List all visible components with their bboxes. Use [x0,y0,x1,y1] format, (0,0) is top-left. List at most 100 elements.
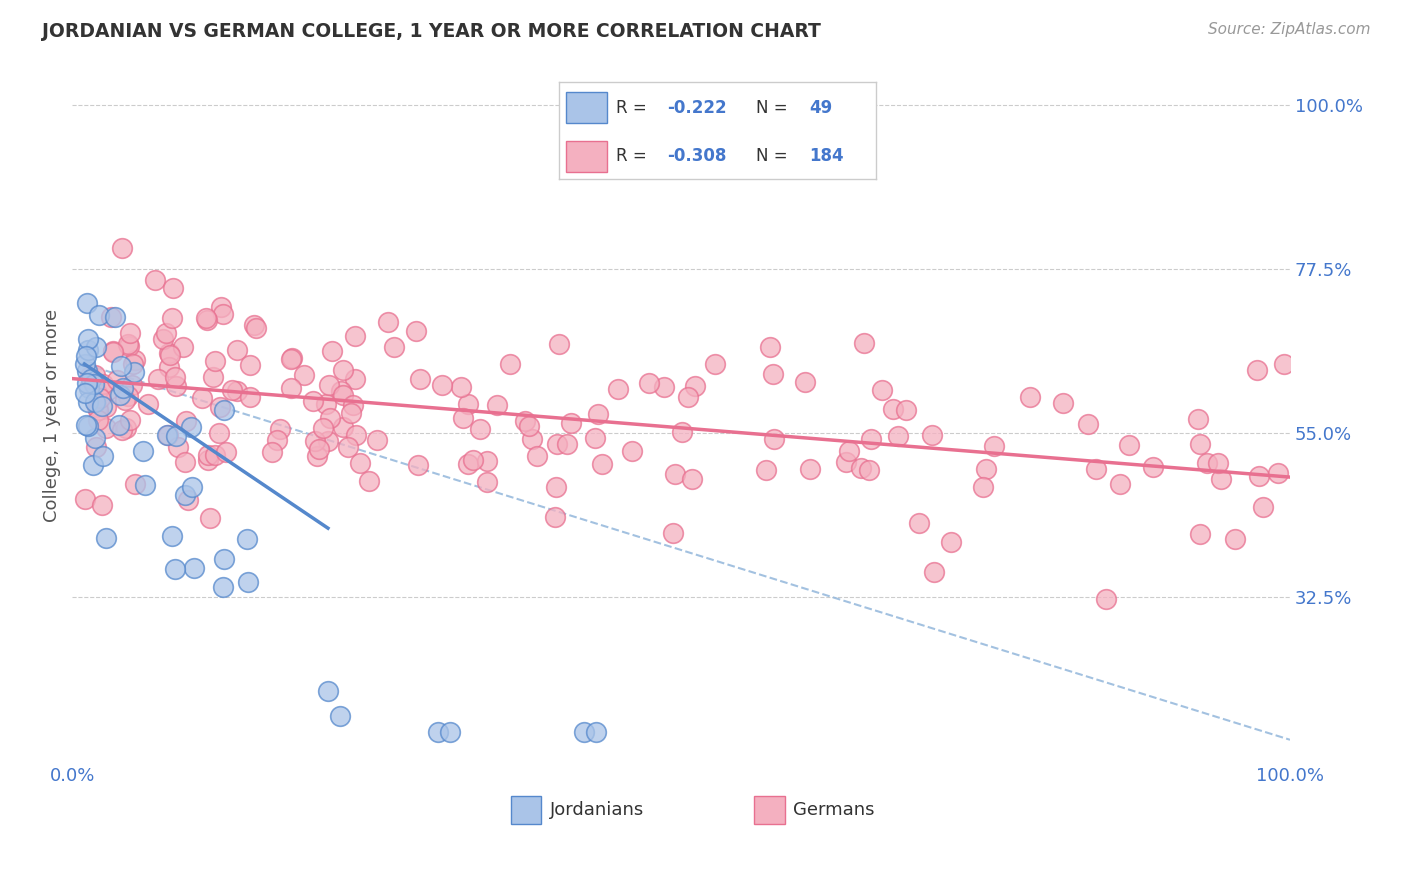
Point [652,380,675,394]
Point [87,403,110,417]
Point [84,340,107,354]
Point [312,421,335,435]
Point [204,448,226,462]
Point [96,531,118,545]
Y-axis label: College, 1 year or more: College, 1 year or more [44,309,60,522]
Point [972,480,994,494]
Point [515,414,537,428]
Point [621,444,644,458]
Point [681,472,703,486]
Point [120,326,142,341]
Point [84,395,107,409]
Point [908,516,931,530]
Point [329,709,352,723]
Point [76,376,98,390]
Point [406,458,429,472]
Point [118,413,141,427]
Point [853,335,876,350]
Point [73,492,96,507]
Point [377,315,399,329]
Point [76,332,98,346]
Point [703,357,725,371]
Point [585,725,607,739]
Point [159,348,181,362]
Point [94,421,117,435]
Point [197,453,219,467]
Point [759,340,782,354]
Point [118,339,141,353]
Point [190,391,212,405]
Text: JORDANIAN VS GERMAN COLLEGE, 1 YEAR OR MORE CORRELATION CHART: JORDANIAN VS GERMAN COLLEGE, 1 YEAR OR M… [42,22,821,41]
Point [108,388,131,402]
Point [546,437,568,451]
Point [318,378,340,392]
Text: Jordanians: Jordanians [550,801,644,819]
Point [366,434,388,448]
Point [1251,500,1274,515]
Point [108,417,131,432]
Point [84,440,107,454]
Point [165,378,187,392]
Point [1108,476,1130,491]
Point [239,390,262,404]
Point [1272,357,1295,371]
Point [793,375,815,389]
Point [1247,469,1270,483]
Point [198,511,221,525]
Point [195,313,218,327]
Point [941,535,963,549]
Point [75,349,97,363]
Point [560,417,582,431]
Point [342,398,364,412]
Point [76,296,98,310]
Point [319,411,342,425]
Point [332,388,354,402]
Point [499,357,522,371]
Point [485,398,508,412]
Point [762,367,785,381]
Point [664,467,686,481]
Point [83,368,105,383]
Point [860,433,883,447]
Point [82,458,104,472]
Point [280,351,302,366]
Point [101,344,124,359]
Point [266,434,288,448]
Point [197,448,219,462]
Point [872,383,894,397]
Point [678,390,700,404]
Point [180,420,202,434]
Point [607,382,630,396]
Point [922,565,945,579]
Point [174,414,197,428]
Point [239,358,262,372]
Point [124,352,146,367]
Point [87,308,110,322]
Point [457,457,479,471]
Point [1077,417,1099,432]
Point [302,393,325,408]
Point [1267,466,1289,480]
Point [104,310,127,324]
Point [588,407,610,421]
Point [73,386,96,401]
Point [215,445,238,459]
Point [332,363,354,377]
Point [382,340,405,354]
Point [114,392,136,407]
Point [546,480,568,494]
Point [157,427,180,442]
Point [204,353,226,368]
Point [167,440,190,454]
Point [174,454,197,468]
Point [75,357,97,371]
Point [172,340,194,354]
Point [683,379,706,393]
Point [77,381,100,395]
Point [591,458,613,472]
FancyBboxPatch shape [754,797,785,824]
Point [212,551,235,566]
Point [156,428,179,442]
Point [115,421,138,435]
Point [111,241,134,255]
